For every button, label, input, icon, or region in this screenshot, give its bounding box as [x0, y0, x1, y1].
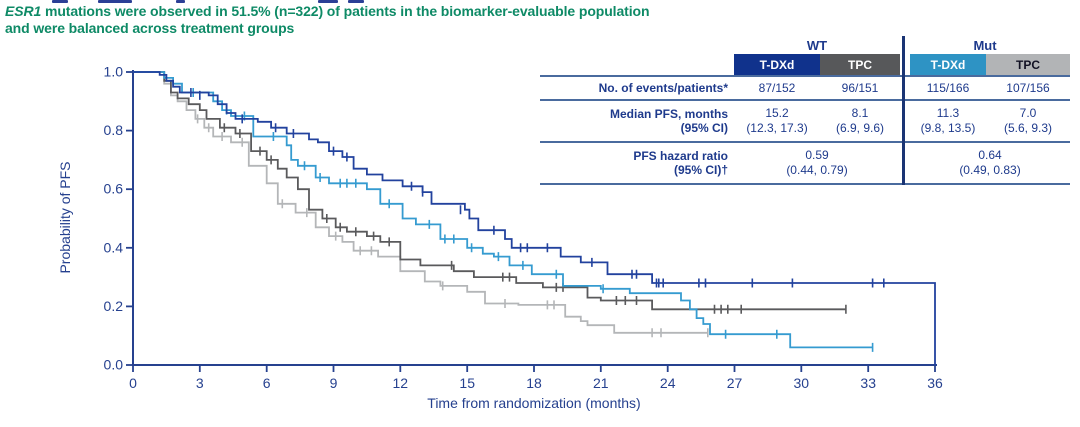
row-label-line: PFS hazard ratio	[633, 149, 728, 163]
x-tick-label: 24	[660, 375, 676, 391]
column-header-wt-tpc: TPC	[820, 54, 900, 75]
column-header-wt-tdxd: T-DXd	[734, 54, 820, 75]
results-table: WT Mut T-DXd TPC T-DXd TPC No. of events…	[540, 36, 1070, 185]
median-value: 8.1	[851, 106, 869, 120]
censor-ticks-wt-tpc	[223, 123, 847, 314]
median-value: 15.2	[765, 106, 789, 120]
table-cell: 0.59 (0.44, 0.79)	[734, 143, 900, 183]
y-tick-label: 0.8	[104, 122, 124, 138]
censor-ticks-wt-t-dxd	[190, 88, 885, 288]
table-cell: 0.64 (0.49, 0.83)	[910, 143, 1070, 183]
median-ci: (5.6, 9.3)	[1003, 121, 1053, 135]
median-value: 11.3	[936, 106, 960, 120]
text-fragment	[348, 0, 364, 3]
y-tick-label: 0.0	[104, 357, 124, 373]
figure-title: ESR1 mutations were observed in 51.5% (n…	[5, 3, 650, 37]
table-cell: 8.1 (6.9, 9.6)	[820, 101, 900, 141]
x-tick-label: 18	[526, 375, 542, 391]
title-line-1: ESR1 mutations were observed in 51.5% (n…	[5, 3, 650, 20]
table-cell: 15.2 (12.3, 17.3)	[734, 101, 820, 141]
gene-name: ESR1	[5, 3, 42, 19]
empty-cell	[540, 54, 734, 75]
median-value: 7.0	[1019, 106, 1037, 120]
table-cell: 87/152	[758, 81, 796, 95]
km-curve-mut-tpc	[133, 71, 708, 334]
median-ci: (6.9, 9.6)	[835, 121, 885, 135]
table-cell: 96/151	[841, 81, 879, 95]
hr-value: 0.64	[978, 148, 1002, 162]
x-tick-label: 21	[593, 375, 609, 391]
x-tick-label: 36	[927, 375, 943, 391]
hr-value: 0.59	[805, 148, 829, 162]
column-header-mut-tdxd: T-DXd	[910, 54, 986, 75]
x-tick-label: 12	[393, 375, 409, 391]
x-tick-label: 15	[459, 375, 475, 391]
column-header-mut-tpc: TPC	[986, 54, 1070, 75]
x-axis-label: Time from randomization (months)	[427, 395, 640, 411]
x-tick-label: 9	[330, 375, 338, 391]
y-tick-label: 0.4	[104, 239, 124, 255]
median-ci: (12.3, 17.3)	[746, 121, 808, 135]
row-label-line: Median PFS, months	[609, 107, 728, 121]
group-header-wt: WT	[806, 37, 828, 53]
km-curve-wt-tpc	[133, 71, 846, 311]
text-fragment	[176, 0, 185, 3]
median-ci: (9.8, 13.5)	[920, 121, 976, 135]
wt-mut-divider	[902, 36, 905, 185]
text-fragment	[98, 0, 132, 3]
km-curve-wt-t-dxd	[133, 71, 936, 365]
row-label-line: (95% CI)†	[673, 163, 728, 177]
y-tick-label: 0.2	[104, 298, 124, 314]
title-line-1-text: mutations were observed in 51.5% (n=322)…	[41, 3, 650, 19]
x-tick-label: 0	[129, 375, 137, 391]
text-fragment	[318, 0, 338, 3]
y-tick-label: 1.0	[104, 64, 124, 80]
censor-ticks-mut-tpc	[196, 114, 709, 338]
table-cell: 11.3 (9.8, 13.5)	[910, 101, 986, 141]
table-cell: 107/156	[1006, 81, 1050, 95]
title-line-2: and were balanced across treatment group…	[5, 20, 295, 36]
table-cell: 115/166	[926, 81, 970, 95]
empty-cell	[540, 36, 734, 54]
hr-ci: (0.49, 0.83)	[959, 163, 1021, 177]
x-tick-label: 27	[727, 375, 743, 391]
row-label-hazard-ratio: PFS hazard ratio (95% CI)†	[540, 143, 734, 183]
x-tick-label: 3	[196, 375, 204, 391]
x-tick-label: 30	[794, 375, 810, 391]
table-cell: 7.0 (5.6, 9.3)	[986, 101, 1070, 141]
text-fragment	[52, 0, 68, 3]
x-tick-label: 33	[860, 375, 876, 391]
row-label-line: (95% CI)	[680, 121, 728, 135]
y-axis-label: Probability of PFS	[57, 161, 73, 273]
group-header-mut: Mut	[973, 37, 997, 53]
y-tick-label: 0.6	[104, 181, 124, 197]
x-tick-label: 6	[263, 375, 271, 391]
hr-ci: (0.44, 0.79)	[786, 163, 848, 177]
row-label-median-pfs: Median PFS, months (95% CI)	[540, 101, 734, 141]
row-label-events: No. of events/patients*	[598, 81, 728, 95]
